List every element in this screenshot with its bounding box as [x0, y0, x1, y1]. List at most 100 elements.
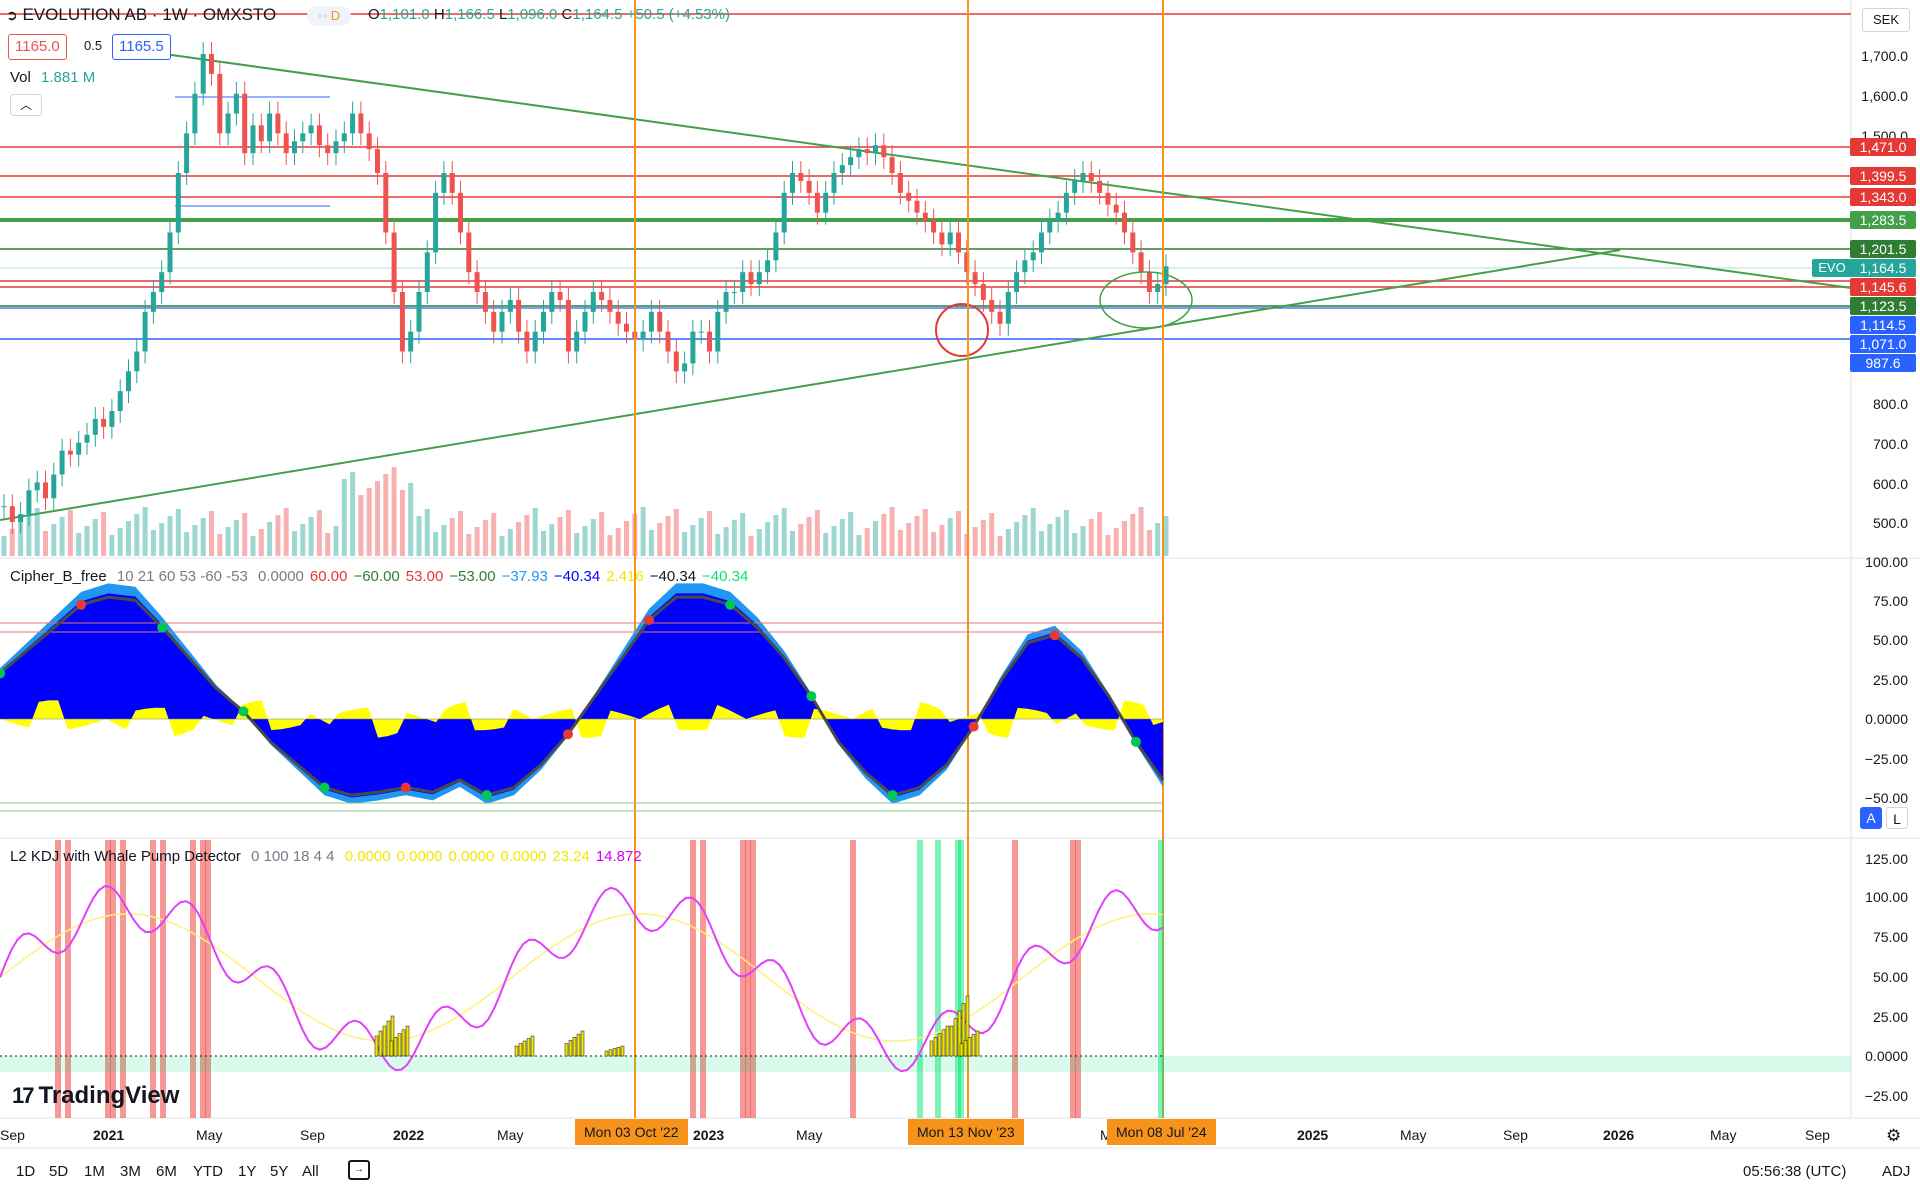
volume-bar — [931, 532, 937, 556]
timeframe-button[interactable]: 1M — [84, 1163, 105, 1180]
candle-body — [864, 149, 870, 154]
whale-pump-bar — [941, 1029, 946, 1057]
volume-bar — [1113, 528, 1119, 556]
candle-body — [51, 474, 57, 499]
candle-body — [292, 141, 297, 154]
volume-bar — [175, 509, 181, 556]
candle-body — [823, 192, 829, 213]
clock[interactable]: 05:56:38 (UTC) — [1743, 1163, 1847, 1180]
low-label: L — [498, 6, 508, 23]
timeframe-button[interactable]: 5Y — [270, 1163, 289, 1180]
volume-bar — [491, 513, 497, 556]
time-axis-label: 2025 — [1297, 1127, 1329, 1143]
buy-button[interactable]: 1165.5 — [112, 34, 171, 60]
cipher-name[interactable]: Cipher_B_free — [10, 568, 107, 585]
kdj-value: 0.0000 — [500, 848, 547, 865]
candle-body — [1155, 284, 1161, 292]
auto-scale-button[interactable]: A — [1860, 807, 1882, 829]
volume-bar — [1022, 515, 1028, 556]
candle-body — [549, 292, 555, 312]
cipher-wave-dark — [0, 593, 1163, 798]
red-circle-annotation — [935, 303, 989, 357]
kdj-axis-label: 100.00 — [1865, 889, 1908, 905]
kdj-axis-label: 0.0000 — [1865, 1048, 1908, 1064]
price-level-tag: 1,114.5 — [1850, 316, 1916, 334]
cipher-value: −40.34 — [649, 568, 697, 585]
kdj-name[interactable]: L2 KDJ with Whale Pump Detector — [10, 848, 241, 865]
calendar-range-icon[interactable]: → — [348, 1160, 370, 1180]
volume-bar — [325, 533, 331, 556]
volume-bar — [408, 483, 414, 556]
candle-body — [466, 232, 472, 273]
volume-bar — [109, 535, 115, 556]
currency-selector[interactable]: SEK — [1862, 8, 1910, 32]
volume-bar — [366, 488, 372, 556]
candle-body — [275, 113, 281, 134]
candle-body — [607, 299, 613, 312]
adjust-toggle[interactable]: ADJ — [1882, 1163, 1911, 1180]
logo-text: TradingView — [38, 1082, 180, 1109]
candle-body — [524, 331, 530, 352]
volume-bar — [9, 529, 15, 556]
kdj-sell-bar — [120, 840, 126, 1118]
volume-bar — [1030, 508, 1036, 556]
gear-icon[interactable]: ⚙ — [1886, 1126, 1902, 1145]
cipher-cross-dot — [1130, 736, 1141, 747]
timeframe-button[interactable]: YTD — [193, 1163, 223, 1180]
volume-bar — [142, 507, 148, 556]
log-scale-button[interactable]: L — [1886, 807, 1908, 829]
volume-bar — [914, 516, 920, 556]
market-status-badge[interactable]: ◦◦ D — [307, 6, 351, 26]
volume-bar — [92, 519, 98, 556]
volume-bar — [947, 518, 953, 556]
volume-bar — [1014, 522, 1020, 556]
timeframe-button[interactable]: 6M — [156, 1163, 177, 1180]
candle-body — [1080, 173, 1086, 181]
volume-bar — [134, 514, 140, 556]
cipher-cross-dot — [0, 668, 5, 679]
candle-body — [333, 141, 339, 154]
kdj-buy-bar — [917, 840, 923, 1118]
candle-body — [599, 292, 605, 300]
chevron-up-icon[interactable]: ︿ — [10, 94, 42, 116]
cipher-cross-dot — [238, 706, 249, 717]
sell-button[interactable]: 1165.0 — [8, 34, 67, 60]
symbol-title[interactable]: EVOLUTION AB · 1W · OMXSTO — [22, 5, 277, 24]
volume-bar — [756, 529, 762, 556]
timeframe-button[interactable]: All — [302, 1163, 319, 1180]
kdj-oversold-zone — [0, 1056, 1851, 1072]
candle-body — [474, 272, 480, 292]
volume-bar — [607, 535, 613, 556]
candle-body — [690, 331, 696, 364]
timeframe-button[interactable]: 1D — [16, 1163, 36, 1180]
candle-body — [26, 490, 32, 515]
candle-body — [1063, 192, 1069, 213]
volume-bar — [524, 515, 530, 556]
candle-body — [192, 93, 198, 134]
candle-body — [250, 125, 256, 154]
kdj-axis-label: 125.00 — [1865, 851, 1908, 867]
kdj-axis-label: 75.00 — [1872, 929, 1908, 945]
candle-body — [142, 311, 148, 352]
candle-body — [624, 323, 629, 332]
candle-body — [507, 299, 513, 312]
volume-bar — [101, 512, 107, 556]
candle-body — [1130, 232, 1136, 253]
price-level-tag: 1,343.0 — [1850, 188, 1916, 206]
whale-pump-bar — [959, 1043, 964, 1057]
ohlc-legend: O1,101.0 H1,166.5 L1,096.0 C1,164.5 +50.… — [368, 6, 730, 23]
whale-pump-bar — [378, 1030, 383, 1057]
volume-bar — [391, 467, 397, 556]
volume-bar — [150, 530, 156, 556]
timeframe-button[interactable]: 1Y — [238, 1163, 257, 1180]
timeframe-button[interactable]: 5D — [49, 1163, 69, 1180]
whale-pump-bar — [564, 1043, 569, 1057]
candle-body — [341, 133, 347, 142]
cipher-value: 60.00 — [309, 568, 348, 585]
timeframe-button[interactable]: 3M — [120, 1163, 141, 1180]
time-axis-label: M — [1100, 1127, 1112, 1143]
candle-body — [267, 113, 273, 142]
cipher-cross-dot — [157, 622, 168, 633]
